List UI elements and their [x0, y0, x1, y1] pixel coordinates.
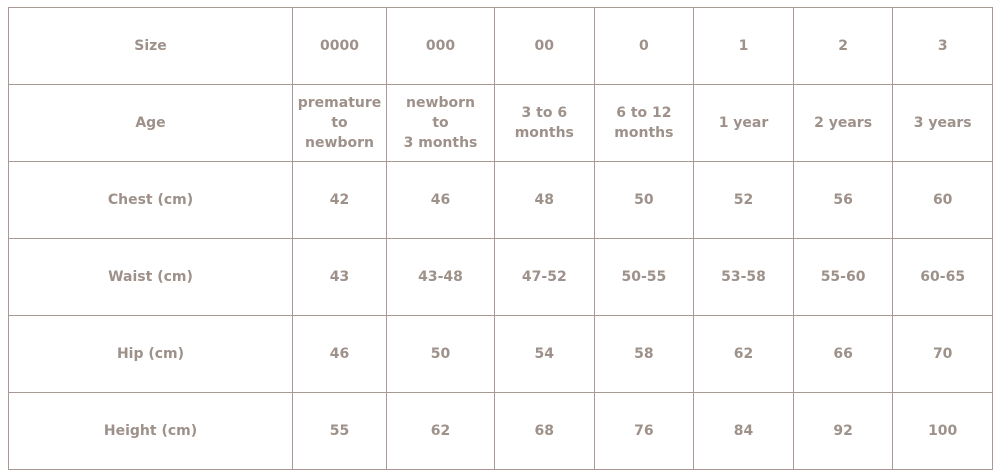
cell-line: premature: [297, 95, 382, 111]
table-cell: 58: [593, 315, 695, 393]
cell-line: 3 to 6: [521, 105, 568, 121]
cell-line: to: [432, 115, 449, 131]
table-cell: 53-58: [693, 238, 794, 316]
cell-line: 2 years: [814, 115, 873, 131]
table-cell: 48: [494, 161, 595, 239]
table-cell: 55-60: [792, 238, 894, 316]
table-row-height: Height (cm) 55 62 68 76 84 92 100: [8, 392, 993, 470]
table-cell: 43: [292, 238, 387, 316]
table-row-chest: Chest (cm) 42 46 48 50 52 56 60: [8, 161, 993, 239]
size-chart-table: Size 0000 000 00 0 1 2 3 Age premature to newborn ne…: [8, 7, 993, 470]
table-row-age: Age premature to newborn newborn to 3 months 3 …: [8, 84, 993, 162]
cell-line: 1 year: [718, 115, 769, 131]
cell-line: newborn: [406, 95, 475, 111]
table-cell: 60-65: [892, 238, 993, 316]
table-cell: 92: [792, 392, 894, 470]
table-cell: 46: [386, 161, 495, 239]
cell-line: 3 years: [913, 115, 972, 131]
cell-line: newborn: [305, 135, 374, 151]
table-cell: 62: [386, 392, 495, 470]
table-cell: 50: [593, 161, 695, 239]
table-cell: 0: [593, 7, 695, 85]
table-cell: 76: [593, 392, 695, 470]
row-label: Height (cm): [8, 392, 293, 470]
cell-line: months: [514, 125, 574, 141]
table-cell: 50: [386, 315, 495, 393]
table-cell: 2: [792, 7, 894, 85]
table-cell: 3: [892, 7, 993, 85]
table-cell: 3 years: [892, 84, 993, 162]
row-label: Chest (cm): [8, 161, 293, 239]
table-cell: 46: [292, 315, 387, 393]
cell-line: to: [331, 115, 348, 131]
table-cell: 42: [292, 161, 387, 239]
table-row-hip: Hip (cm) 46 50 54 58 62 66 70: [8, 315, 993, 393]
table-cell: 43-48: [386, 238, 495, 316]
table-cell: 84: [693, 392, 794, 470]
table-cell: premature to newborn: [292, 84, 387, 162]
cell-line: 3 months: [403, 135, 478, 151]
table-cell: 47-52: [494, 238, 595, 316]
cell-line: months: [614, 125, 674, 141]
table-cell: 100: [892, 392, 993, 470]
table-cell: 52: [693, 161, 794, 239]
table-cell: 0000: [292, 7, 387, 85]
table-cell: 00: [494, 7, 595, 85]
table-cell: 1: [693, 7, 794, 85]
table-cell: 56: [792, 161, 894, 239]
table-cell: newborn to 3 months: [386, 84, 495, 162]
table-cell: 1 year: [693, 84, 794, 162]
row-label: Hip (cm): [8, 315, 293, 393]
row-label: Age: [8, 84, 293, 162]
table-cell: 2 years: [792, 84, 894, 162]
table-cell: 6 to 12 months: [593, 84, 695, 162]
row-label: Waist (cm): [8, 238, 293, 316]
table-cell: 50-55: [593, 238, 695, 316]
table-cell: 000: [386, 7, 495, 85]
table-cell: 68: [494, 392, 595, 470]
table-row-size: Size 0000 000 00 0 1 2 3: [8, 7, 993, 85]
table-row-waist: Waist (cm) 43 43-48 47-52 50-55 53-58 55-60 60-…: [8, 238, 993, 316]
table-cell: 55: [292, 392, 387, 470]
table-cell: 70: [892, 315, 993, 393]
row-label: Size: [8, 7, 293, 85]
cell-line: 6 to 12: [616, 105, 672, 121]
table-cell: 54: [494, 315, 595, 393]
table-cell: 3 to 6 months: [494, 84, 595, 162]
table-cell: 62: [693, 315, 794, 393]
table-cell: 60: [892, 161, 993, 239]
table-cell: 66: [792, 315, 894, 393]
